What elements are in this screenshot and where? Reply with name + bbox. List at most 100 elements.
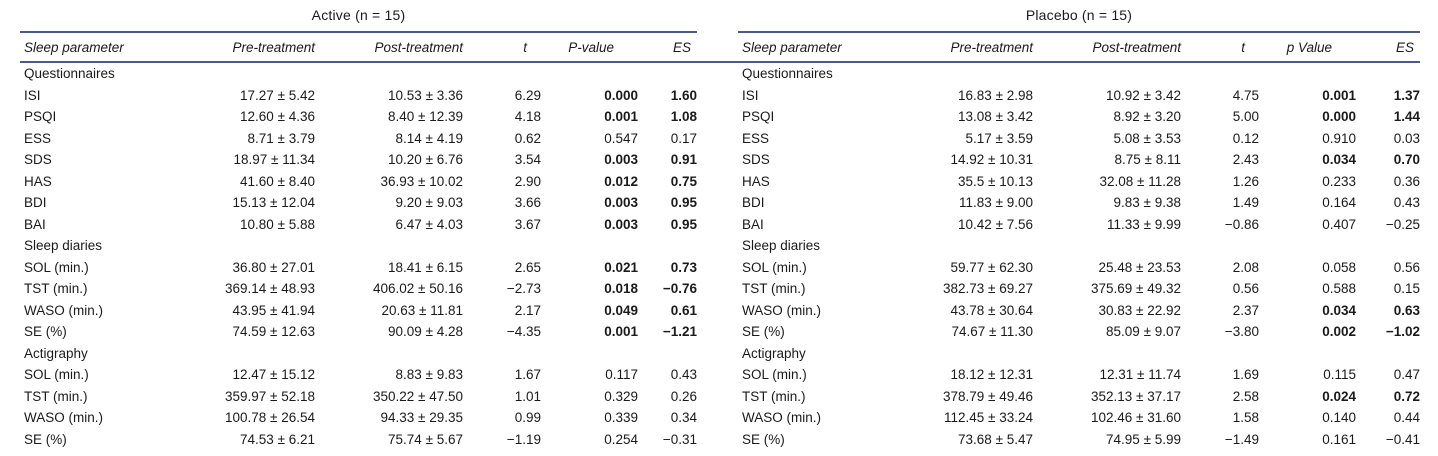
pre-treatment-cell: 112.45 ± 33.24 — [944, 410, 1033, 426]
col-header-p-value: P-value — [541, 32, 638, 63]
pre-treatment-cell: 11.83 ± 9.00 — [959, 195, 1033, 211]
t-cell: 3.66 — [514, 195, 541, 211]
param-cell: SOL (min.) — [24, 367, 89, 383]
post-treatment-cell: 11.33 ± 9.99 — [1107, 216, 1181, 232]
post-treatment-cell: 32.08 ± 11.28 — [1099, 173, 1181, 189]
param-cell: ESS — [24, 130, 52, 146]
p-value-cell: 0.003 — [604, 152, 638, 168]
data-row: SE (%) 74.67 ± 11.30 85.09 ± 9.07 −3.80 0.00… — [738, 321, 1420, 343]
es-cell: −0.76 — [662, 281, 697, 297]
data-row: WASO (min.) 43.78 ± 30.64 30.83 ± 22.92 2.3… — [738, 300, 1420, 322]
es-cell: −0.41 — [1385, 431, 1420, 447]
p-value-cell: 0.058 — [1322, 259, 1356, 275]
t-cell: −2.73 — [506, 281, 541, 297]
p-value-cell: 0.018 — [604, 281, 638, 297]
post-treatment-cell: 94.33 ± 29.35 — [380, 410, 463, 426]
param-cell: TST (min.) — [24, 281, 88, 297]
post-treatment-cell: 375.69 ± 49.32 — [1091, 281, 1181, 297]
placebo-table-body: Questionnaires ISI 16.83 ± 2.98 10.92 ± 3.4… — [738, 62, 1420, 450]
pre-treatment-cell: 382.73 ± 69.27 — [943, 281, 1033, 297]
es-cell: 1.08 — [670, 109, 697, 125]
col-header-p-value: p Value — [1259, 32, 1356, 63]
p-value-cell: 0.034 — [1322, 302, 1356, 318]
t-cell: 5.00 — [1232, 109, 1259, 125]
t-cell: −1.19 — [506, 431, 541, 447]
data-row: SOL (min.) 18.12 ± 12.31 12.31 ± 11.74 1.69… — [738, 364, 1420, 386]
es-cell: 0.17 — [670, 130, 697, 146]
param-cell: TST (min.) — [742, 281, 806, 297]
pre-treatment-cell: 12.60 ± 4.36 — [240, 109, 315, 125]
param-cell: SE (%) — [24, 324, 67, 340]
section-header-row: Questionnaires — [738, 62, 1420, 85]
post-treatment-cell: 350.22 ± 47.50 — [373, 388, 463, 404]
t-cell: −0.86 — [1224, 216, 1259, 232]
param-cell: SE (%) — [742, 324, 785, 340]
param-cell: BAI — [742, 216, 764, 232]
t-cell: 2.58 — [1232, 388, 1259, 404]
p-value-cell: 0.000 — [604, 87, 638, 103]
es-cell: −0.31 — [662, 431, 697, 447]
pre-treatment-cell: 74.53 ± 6.21 — [240, 431, 315, 447]
active-table-header: Sleep parameter Pre-treatment Post-treat… — [20, 32, 697, 63]
post-treatment-cell: 10.92 ± 3.42 — [1106, 87, 1181, 103]
pre-treatment-cell: 16.83 ± 2.98 — [958, 87, 1033, 103]
p-value-cell: 0.164 — [1322, 195, 1356, 211]
post-treatment-cell: 8.14 ± 4.19 — [395, 130, 463, 146]
param-cell: WASO (min.) — [24, 302, 103, 318]
t-cell: 1.69 — [1232, 367, 1259, 383]
placebo-group-panel: Placebo (n = 15) Sleep parameter Pre-tre… — [738, 0, 1420, 450]
es-cell: 0.26 — [670, 388, 697, 404]
es-cell: 0.91 — [670, 152, 697, 168]
data-row: SE (%) 73.68 ± 5.47 74.95 ± 5.99 −1.49 0.161… — [738, 429, 1420, 451]
pre-treatment-cell: 5.17 ± 3.59 — [965, 130, 1033, 146]
p-value-cell: 0.003 — [604, 216, 638, 232]
post-treatment-cell: 75.74 ± 5.67 — [388, 431, 463, 447]
post-treatment-cell: 8.40 ± 12.39 — [388, 109, 463, 125]
t-cell: −3.80 — [1224, 324, 1259, 340]
p-value-cell: 0.001 — [604, 324, 638, 340]
t-cell: −4.35 — [506, 324, 541, 340]
pre-treatment-cell: 13.08 ± 3.42 — [958, 109, 1033, 125]
pre-treatment-cell: 74.67 ± 11.30 — [951, 324, 1033, 340]
section-header-row: Actigraphy — [20, 343, 697, 365]
t-cell: 2.37 — [1232, 302, 1259, 318]
data-row: SE (%) 74.53 ± 6.21 75.74 ± 5.67 −1.19 0.254… — [20, 429, 697, 451]
post-treatment-cell: 74.95 ± 5.99 — [1106, 431, 1181, 447]
col-header-t: t — [463, 32, 541, 63]
data-row: HAS 35.5 ± 10.13 32.08 ± 11.28 1.26 0.233 0.3… — [738, 171, 1420, 193]
data-row: WASO (min.) 100.78 ± 26.54 94.33 ± 29.35 0.… — [20, 407, 697, 429]
es-cell: −1.02 — [1385, 324, 1420, 340]
p-value-cell: 0.910 — [1322, 130, 1356, 146]
es-cell: 0.47 — [1393, 367, 1420, 383]
data-row: TST (min.) 359.97 ± 52.18 350.22 ± 47.50 1.… — [20, 386, 697, 408]
data-row: PSQI 12.60 ± 4.36 8.40 ± 12.39 4.18 0.001 1.0… — [20, 106, 697, 128]
section-header-row: Sleep diaries — [20, 235, 697, 257]
post-treatment-cell: 406.02 ± 50.16 — [373, 281, 463, 297]
data-row: BAI 10.80 ± 5.88 6.47 ± 4.03 3.67 0.003 0.95 — [20, 214, 697, 236]
pre-treatment-cell: 378.79 ± 49.46 — [943, 388, 1033, 404]
data-row: TST (min.) 378.79 ± 49.46 352.13 ± 37.17 2.… — [738, 386, 1420, 408]
es-cell: 0.36 — [1393, 173, 1420, 189]
data-row: SDS 14.92 ± 10.31 8.75 ± 8.11 2.43 0.034 0.70 — [738, 149, 1420, 171]
pre-treatment-cell: 17.27 ± 5.42 — [240, 87, 315, 103]
t-cell: 4.75 — [1232, 87, 1259, 103]
t-cell: 2.65 — [514, 259, 541, 275]
es-cell: 0.95 — [670, 216, 697, 232]
t-cell: 0.56 — [1232, 281, 1259, 297]
post-treatment-cell: 5.08 ± 3.53 — [1113, 130, 1181, 146]
pre-treatment-cell: 8.71 ± 3.79 — [247, 130, 315, 146]
section-label: Actigraphy — [24, 345, 88, 361]
section-label: Sleep diaries — [742, 238, 821, 254]
es-cell: 0.73 — [670, 259, 697, 275]
data-row: SOL (min.) 12.47 ± 15.12 8.83 ± 9.83 1.67 0.… — [20, 364, 697, 386]
param-cell: SDS — [742, 152, 770, 168]
data-row: SOL (min.) 36.80 ± 27.01 18.41 ± 6.15 2.65 0… — [20, 257, 697, 279]
post-treatment-cell: 10.53 ± 3.36 — [388, 87, 463, 103]
post-treatment-cell: 102.46 ± 31.60 — [1091, 410, 1181, 426]
data-row: BAI 10.42 ± 7.56 11.33 ± 9.99 −0.86 0.407 −0.… — [738, 214, 1420, 236]
pre-treatment-cell: 43.95 ± 41.94 — [232, 302, 315, 318]
post-treatment-cell: 9.83 ± 9.38 — [1113, 195, 1181, 211]
param-cell: ISI — [742, 87, 759, 103]
pre-treatment-cell: 43.78 ± 30.64 — [950, 302, 1033, 318]
post-treatment-cell: 18.41 ± 6.15 — [388, 259, 463, 275]
